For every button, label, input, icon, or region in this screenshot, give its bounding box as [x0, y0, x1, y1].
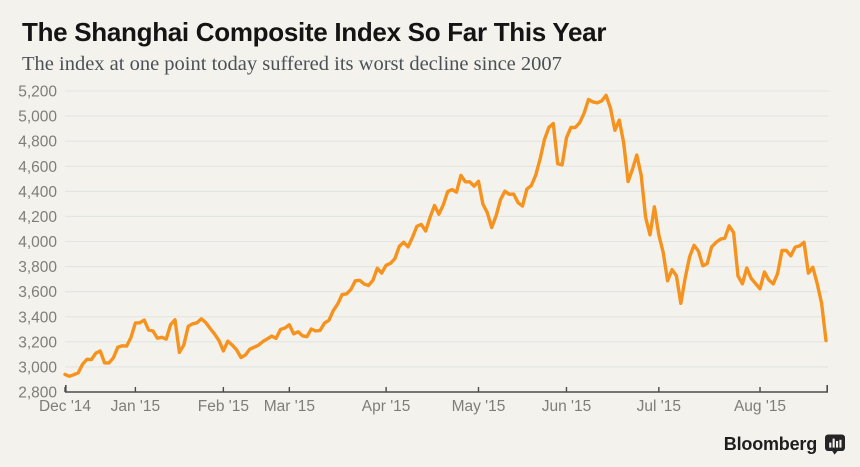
y-tick-label: 5,200 [18, 84, 57, 101]
y-tick-label: 4,400 [18, 184, 57, 201]
bloomberg-wordmark: Bloomberg [723, 434, 817, 454]
chart-title: The Shanghai Composite Index So Far This… [22, 17, 607, 47]
x-tick-label: Jan '15 [111, 398, 161, 415]
bloomberg-attribution: Bloomberg [724, 434, 847, 455]
y-tick-label: 3,000 [18, 359, 57, 376]
x-tick-label: Jul '15 [637, 398, 681, 415]
x-tick-label: Aug '15 [734, 398, 786, 415]
y-tick-label: 3,800 [18, 259, 57, 276]
y-tick-label: 5,000 [18, 109, 57, 126]
x-tick-label: May '15 [452, 398, 506, 415]
x-tick-label: Jun '15 [542, 398, 592, 415]
y-tick-label: 4,200 [18, 209, 57, 226]
y-tick-label: 4,800 [18, 134, 57, 151]
y-tick-label: 3,400 [18, 309, 57, 326]
y-tick-label: 4,000 [18, 234, 57, 251]
x-tick-label: Feb '15 [198, 398, 249, 415]
chart-header: The Shanghai Composite Index So Far This… [22, 17, 607, 76]
y-tick-label: 3,200 [18, 334, 57, 351]
index-price-line [63, 93, 828, 378]
chart-subtitle: The index at one point today suffered it… [22, 52, 562, 75]
x-tick-label: Mar '15 [264, 398, 315, 415]
y-tick-label: 4,600 [18, 159, 57, 176]
y-tick-label: 3,600 [18, 284, 57, 301]
x-tick-label: Apr '15 [362, 398, 411, 415]
bar-chart-bubble-icon [825, 434, 845, 455]
y-tick-label: 2,800 [18, 385, 57, 402]
x-tick-label: Dec '14 [39, 398, 91, 415]
